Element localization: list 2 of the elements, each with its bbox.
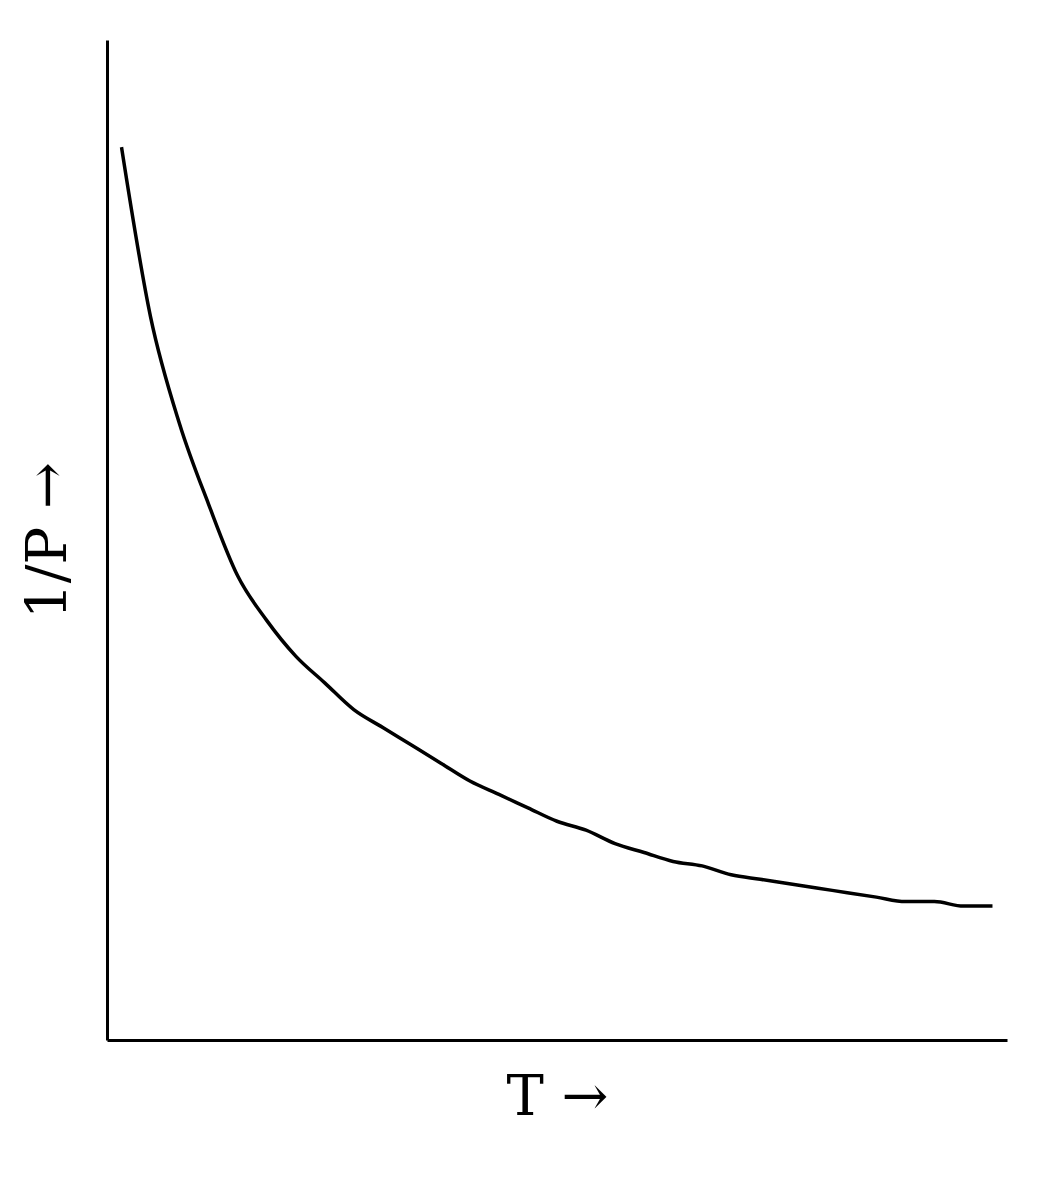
x-axis-title: T → [506,1062,609,1128]
y-axis-title: 1/P → [13,462,79,619]
